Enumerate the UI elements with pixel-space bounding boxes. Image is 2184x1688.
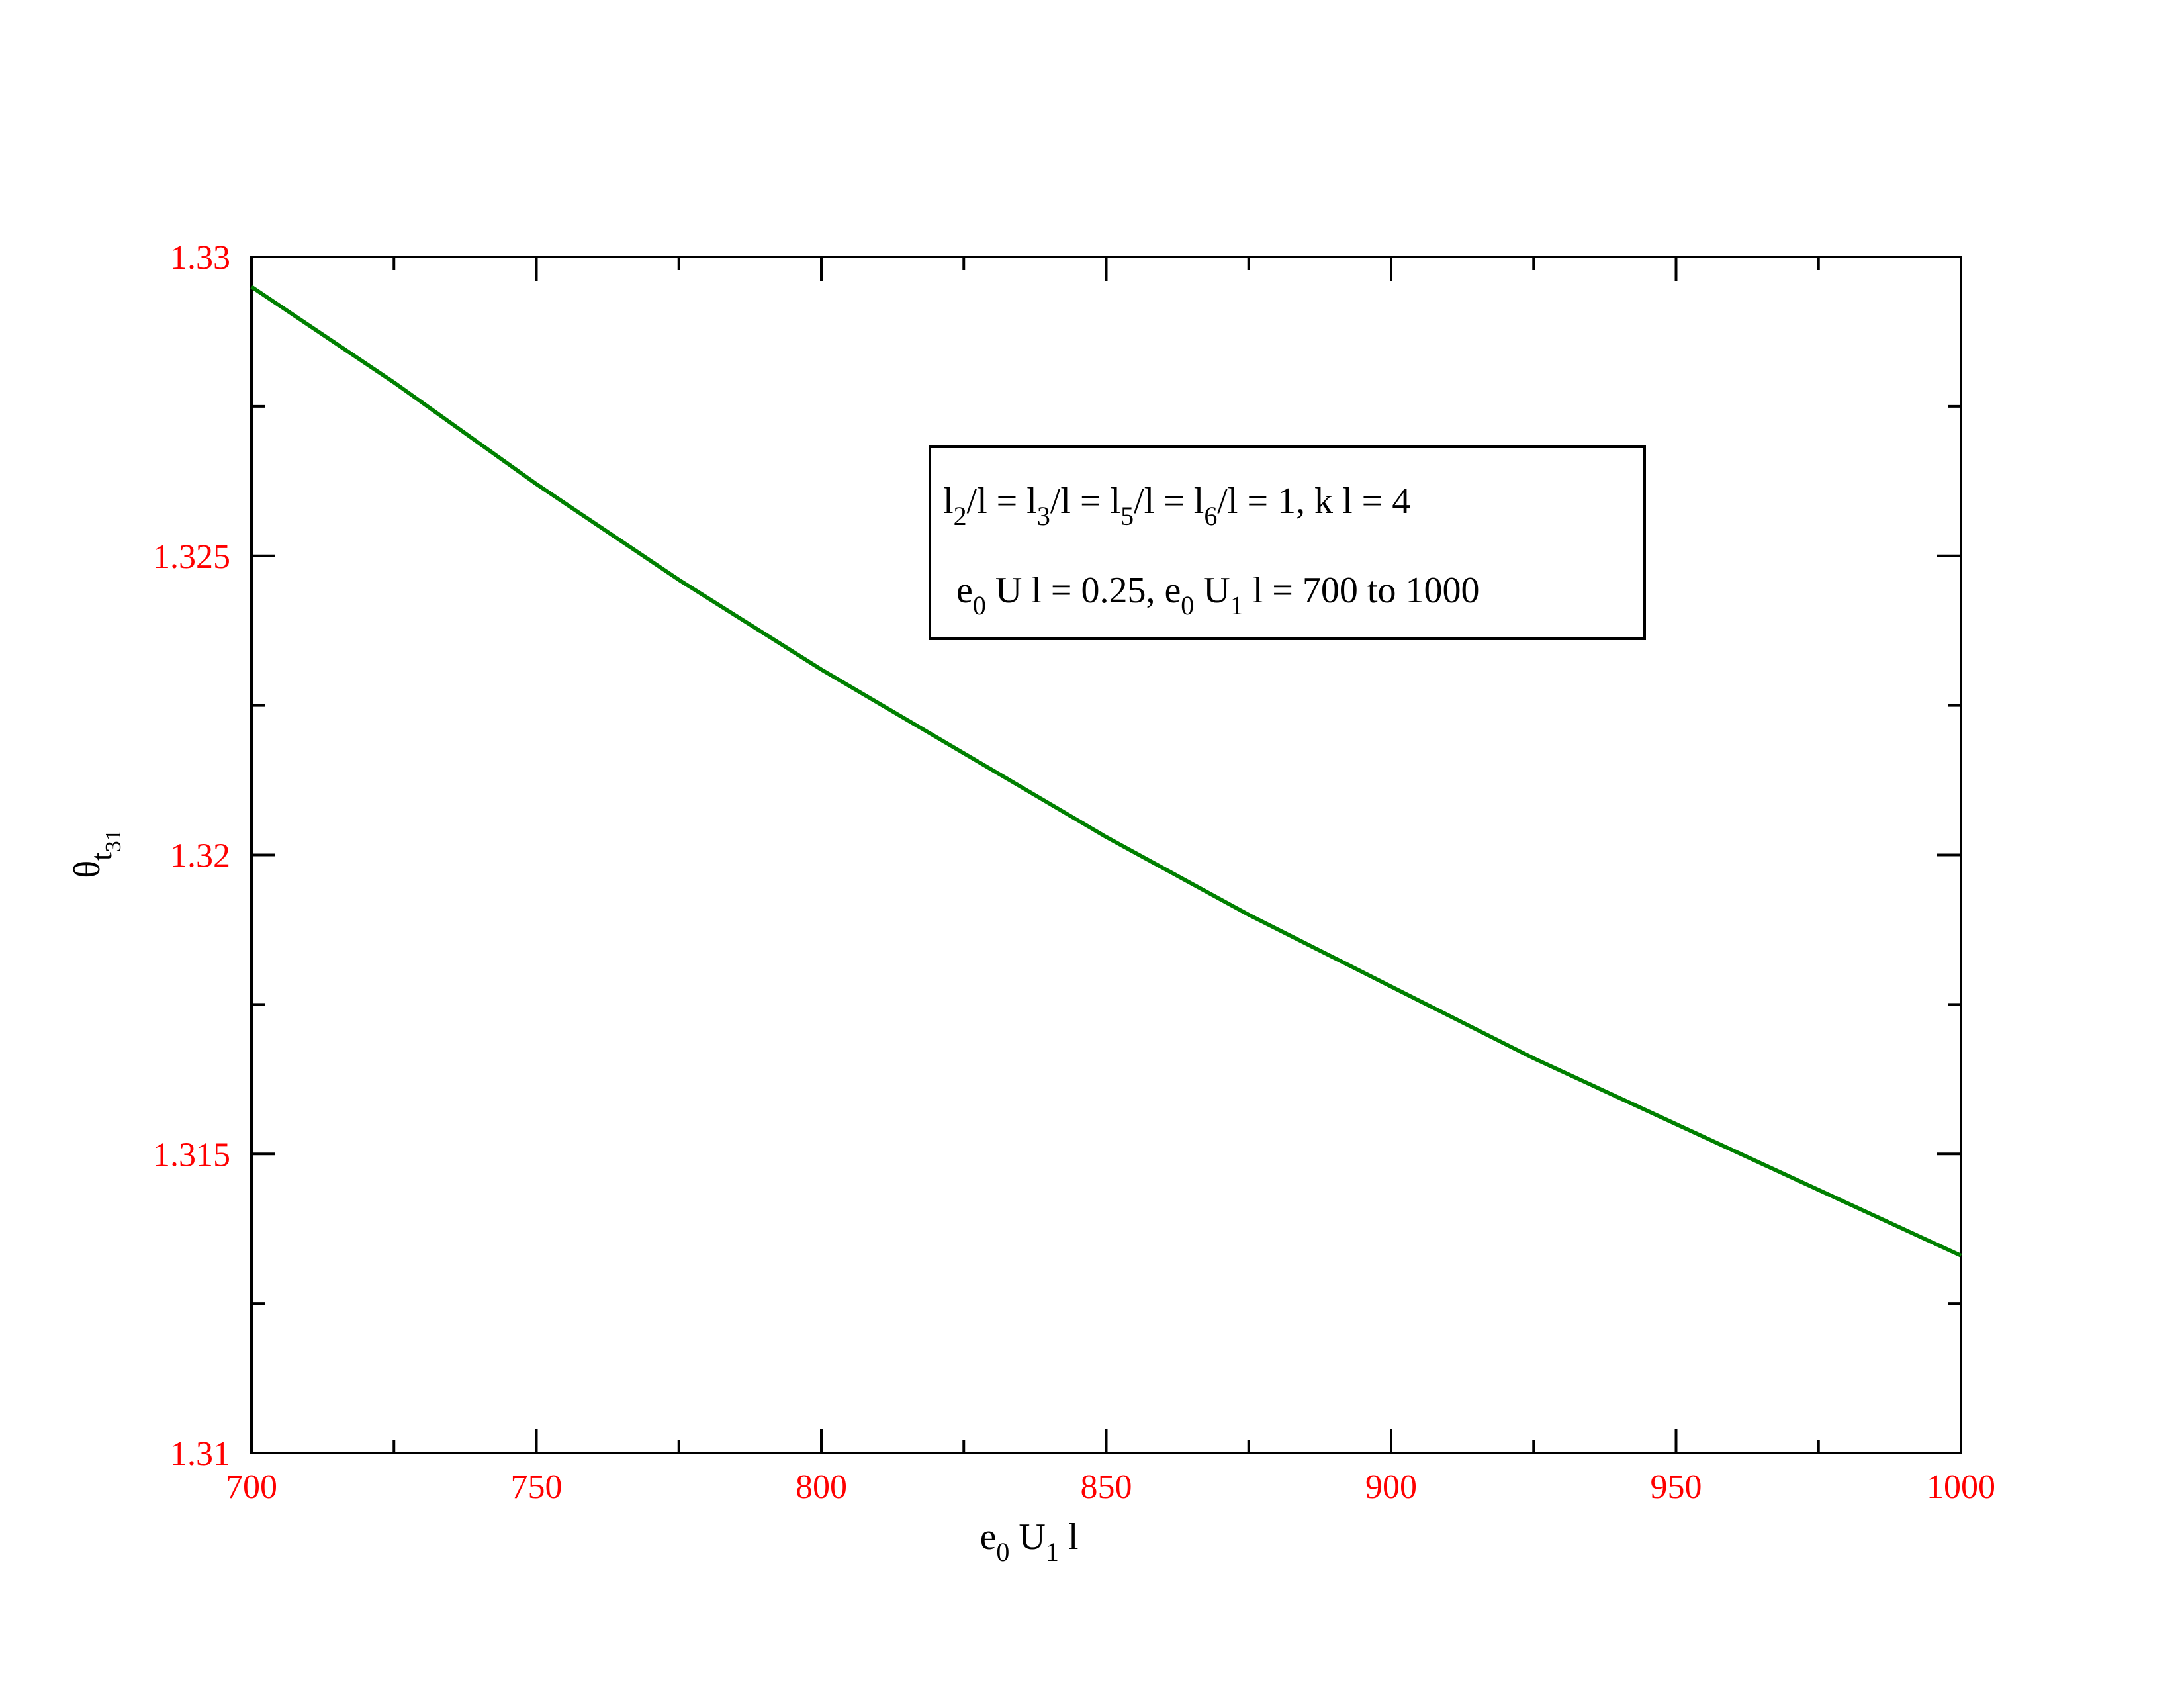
x-label-part: U	[1009, 1517, 1045, 1558]
x-tick-label: 750	[511, 1468, 563, 1506]
legend-subscript: 0	[1181, 590, 1194, 620]
legend-subscript: 6	[1204, 501, 1217, 531]
x-axis-label: e0 U1 l	[980, 1517, 1079, 1567]
legend: l2/l = l3/l = l5/l = l6/l = 1, k l = 4 e…	[929, 445, 1646, 640]
y-label-subsub: 31	[101, 829, 126, 852]
axis-ticks	[250, 256, 1962, 1454]
legend-box	[929, 445, 1646, 640]
y-label-sub: t	[84, 852, 118, 861]
series-line	[250, 285, 1962, 1258]
legend-subscript: 3	[1037, 501, 1050, 531]
legend-text-run: /l = 1, k l = 4	[1217, 481, 1410, 522]
y-tick-label: 1.325	[153, 538, 230, 576]
x-tick-label: 800	[796, 1468, 847, 1506]
tick-labels: 700 750 800 850 900 950 1000 1.31 1.315 1.32 1.325…	[153, 239, 1995, 1506]
legend-text-run: U	[1194, 570, 1230, 611]
x-tick-label: 850	[1081, 1468, 1132, 1506]
x-tick-label: 700	[226, 1468, 277, 1506]
y-tick-label: 1.32	[170, 837, 230, 875]
legend-text-run: l = 700 to 1000	[1244, 570, 1480, 611]
legend-line-1: l2/l = l3/l = l5/l = l6/l = 1, k l = 4	[943, 481, 1410, 531]
x-label-part: l	[1059, 1517, 1079, 1558]
x-tick-label: 950	[1651, 1468, 1702, 1506]
y-tick-label: 1.31	[170, 1435, 230, 1473]
legend-subscript: 2	[954, 501, 967, 531]
legend-text-run: l	[943, 481, 954, 522]
legend-text-run: /l = l	[1134, 481, 1204, 522]
legend-text-run: U l = 0.25, e	[986, 570, 1181, 611]
legend-text-run: /l = l	[1050, 481, 1120, 522]
y-label-part: θ	[67, 861, 108, 878]
x-tick-label: 1000	[1927, 1468, 1995, 1506]
legend-line-2: e0 U l = 0.25, e0 U1 l = 700 to 1000	[956, 570, 1479, 620]
y-tick-label: 1.315	[153, 1136, 230, 1174]
plot-frame	[250, 256, 1962, 1454]
y-tick-label: 1.33	[170, 239, 230, 277]
x-label-part: e	[980, 1517, 997, 1558]
legend-subscript: 5	[1120, 501, 1134, 531]
legend-subscript: 0	[973, 590, 986, 620]
x-label-sub: 1	[1046, 1537, 1059, 1567]
legend-subscript: 1	[1230, 590, 1244, 620]
x-tick-label: 900	[1365, 1468, 1417, 1506]
legend-text-run: e	[956, 570, 973, 611]
series-lines	[250, 285, 1962, 1258]
legend-text-run: /l = l	[967, 481, 1037, 522]
y-axis-label: θt31	[67, 829, 126, 878]
x-label-sub: 0	[996, 1537, 1009, 1567]
plot-area	[250, 256, 1962, 1454]
